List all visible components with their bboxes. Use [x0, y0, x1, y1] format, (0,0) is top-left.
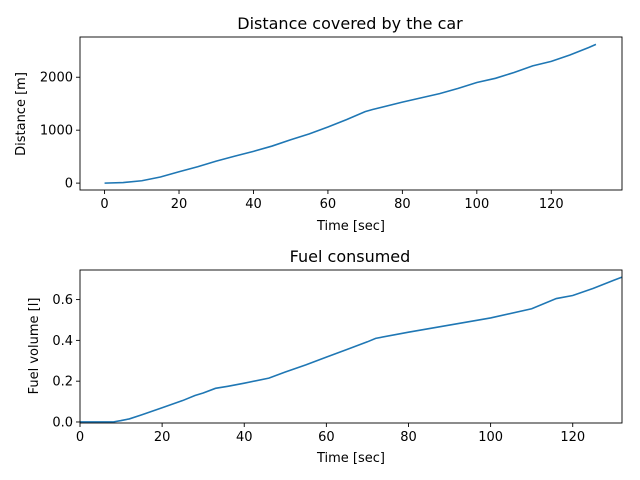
distance-x-tick-label: 100: [464, 197, 489, 212]
distance-axes-frame: [79, 36, 623, 191]
distance-x-tick-label: 40: [245, 197, 262, 212]
distance-y-tick-label: 1000: [40, 124, 73, 139]
fuel-chart-title: Fuel consumed: [290, 247, 411, 266]
fuel-x-tick-label: 20: [154, 430, 171, 445]
distance-x-tick-label: 120: [539, 197, 564, 212]
fuel-series-line: [80, 276, 623, 423]
distance-x-axis-label: Time [sec]: [316, 219, 385, 234]
fuel-x-axis-label: Time [sec]: [316, 451, 385, 466]
fuel-x-tick-label: 80: [400, 430, 417, 445]
fuel-x-ticks: 0 20 40 60 80 100 120: [76, 423, 585, 445]
distance-y-tick-label: 0: [65, 177, 73, 192]
fuel-x-tick-label: 100: [478, 430, 503, 445]
fuel-subplot: Fuel consumed 0 20 40 60 80 100 120 0.00.20.40…: [27, 247, 623, 466]
fuel-y-tick-label: 0.4: [52, 334, 73, 349]
fuel-y-tick-label: 0.0: [52, 415, 73, 430]
distance-y-tick-label: 2000: [40, 71, 73, 86]
distance-x-tick-label: 20: [171, 197, 188, 212]
distance-x-tick-label: 60: [320, 197, 337, 212]
distance-x-tick-label: 80: [394, 197, 411, 212]
fuel-y-tick-label: 0.2: [52, 375, 73, 390]
fuel-y-ticks: 0.0 0.2 0.4 0.6: [52, 293, 80, 430]
distance-y-ticks: 0 1000 2000: [40, 71, 80, 192]
distance-x-tick-label: 0: [100, 197, 108, 212]
fuel-x-tick-label: 120: [560, 430, 585, 445]
fuel-y-axis-label: Fuel volume [l]: [27, 298, 42, 395]
distance-x-ticks: 0 20 40 60 80 100 120: [100, 190, 564, 212]
distance-y-axis-label: Distance [m]: [14, 72, 29, 156]
fuel-x-tick-label: 40: [236, 430, 253, 445]
fuel-y-tick-label: 0.6: [52, 293, 73, 308]
distance-series-line: [104, 43, 597, 184]
distance-subplot: Distance covered by the car 0 20 40 60 80 100…: [14, 14, 623, 234]
distance-chart-title: Distance covered by the car: [237, 14, 463, 33]
fuel-axes-frame: [79, 269, 623, 424]
fuel-x-tick-label: 60: [318, 430, 335, 445]
fuel-x-tick-label: 0: [76, 430, 84, 445]
